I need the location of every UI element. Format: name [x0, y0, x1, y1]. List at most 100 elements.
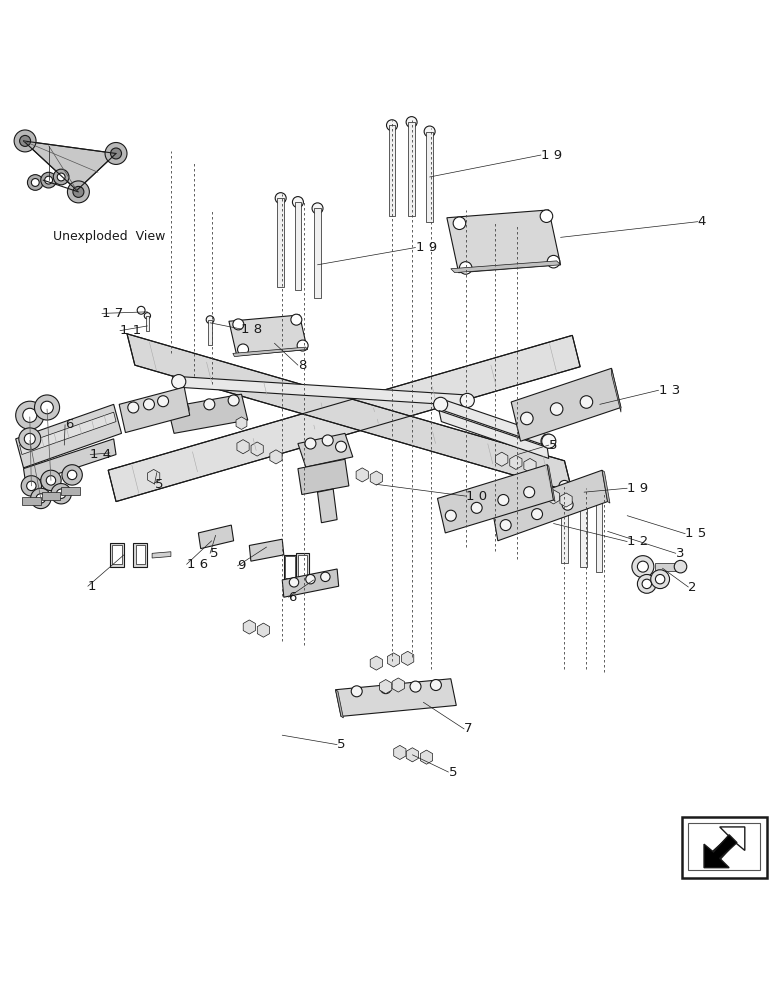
Bar [688, 823, 760, 870]
Polygon shape [251, 442, 263, 456]
Circle shape [498, 495, 509, 505]
Circle shape [297, 340, 308, 351]
Text: 1 2: 1 2 [627, 535, 648, 548]
Circle shape [655, 574, 665, 584]
Circle shape [351, 686, 362, 697]
Circle shape [206, 316, 214, 324]
Polygon shape [370, 656, 383, 670]
Circle shape [306, 574, 315, 584]
Polygon shape [243, 620, 256, 634]
Polygon shape [394, 745, 406, 760]
Circle shape [532, 509, 543, 520]
Bar [682, 817, 767, 878]
Polygon shape [379, 680, 392, 694]
Circle shape [53, 169, 69, 185]
Polygon shape [295, 202, 301, 290]
Circle shape [56, 489, 66, 498]
Polygon shape [208, 320, 212, 345]
Circle shape [542, 434, 556, 448]
Polygon shape [298, 555, 307, 577]
Text: 1 3: 1 3 [659, 384, 680, 397]
Polygon shape [596, 495, 602, 572]
Polygon shape [318, 489, 337, 523]
Text: 6: 6 [65, 418, 74, 431]
Circle shape [637, 574, 656, 593]
Polygon shape [146, 316, 149, 331]
Circle shape [137, 306, 145, 314]
Text: 4: 4 [698, 215, 706, 228]
Text: 5: 5 [448, 766, 457, 779]
Polygon shape [406, 748, 419, 762]
Circle shape [27, 175, 43, 190]
Circle shape [292, 197, 303, 208]
Circle shape [20, 135, 31, 146]
Polygon shape [61, 487, 80, 495]
Text: 6: 6 [289, 591, 297, 604]
Circle shape [275, 193, 286, 204]
Polygon shape [356, 468, 368, 482]
Polygon shape [152, 552, 171, 558]
Circle shape [45, 176, 53, 184]
Circle shape [36, 494, 45, 503]
Polygon shape [278, 198, 284, 287]
Text: 5: 5 [549, 439, 557, 452]
Circle shape [144, 313, 151, 319]
Polygon shape [127, 334, 572, 492]
Text: 1 9: 1 9 [627, 482, 648, 495]
Circle shape [41, 172, 56, 188]
Polygon shape [426, 132, 433, 222]
Polygon shape [147, 469, 160, 484]
Polygon shape [511, 368, 621, 441]
Circle shape [46, 476, 56, 485]
Circle shape [57, 173, 65, 181]
Circle shape [172, 375, 186, 389]
Circle shape [642, 579, 652, 589]
Polygon shape [389, 125, 395, 216]
Text: 1 5: 1 5 [685, 527, 706, 540]
Circle shape [430, 680, 441, 691]
Circle shape [128, 402, 139, 413]
Circle shape [105, 142, 127, 164]
Circle shape [559, 480, 570, 491]
Text: 1: 1 [88, 580, 96, 593]
Circle shape [541, 434, 555, 448]
Polygon shape [533, 487, 546, 501]
Polygon shape [237, 440, 249, 454]
Polygon shape [420, 750, 433, 764]
Polygon shape [20, 412, 116, 455]
Circle shape [233, 319, 244, 330]
Circle shape [158, 396, 169, 407]
Polygon shape [168, 394, 248, 433]
Polygon shape [439, 411, 549, 458]
Text: 1 8: 1 8 [241, 323, 263, 336]
Polygon shape [285, 556, 295, 578]
Circle shape [62, 465, 82, 485]
Circle shape [27, 481, 36, 491]
Circle shape [471, 502, 482, 513]
Polygon shape [172, 376, 469, 406]
Polygon shape [110, 543, 124, 567]
Circle shape [434, 397, 448, 411]
Polygon shape [22, 497, 41, 505]
Circle shape [674, 560, 687, 573]
Circle shape [632, 556, 654, 578]
Polygon shape [655, 563, 681, 571]
Text: 1 1: 1 1 [120, 324, 141, 337]
Circle shape [322, 435, 333, 446]
Polygon shape [24, 141, 116, 190]
Circle shape [41, 470, 61, 491]
Polygon shape [249, 539, 284, 561]
Circle shape [540, 210, 553, 222]
Text: 7: 7 [464, 722, 473, 735]
Circle shape [550, 403, 563, 415]
Polygon shape [510, 455, 522, 469]
Circle shape [406, 117, 417, 128]
Circle shape [424, 126, 435, 137]
Circle shape [21, 476, 42, 496]
Polygon shape [314, 208, 321, 298]
Text: 5: 5 [154, 478, 163, 491]
Circle shape [460, 393, 474, 407]
Circle shape [24, 433, 35, 444]
Circle shape [67, 181, 89, 203]
Circle shape [228, 395, 239, 406]
